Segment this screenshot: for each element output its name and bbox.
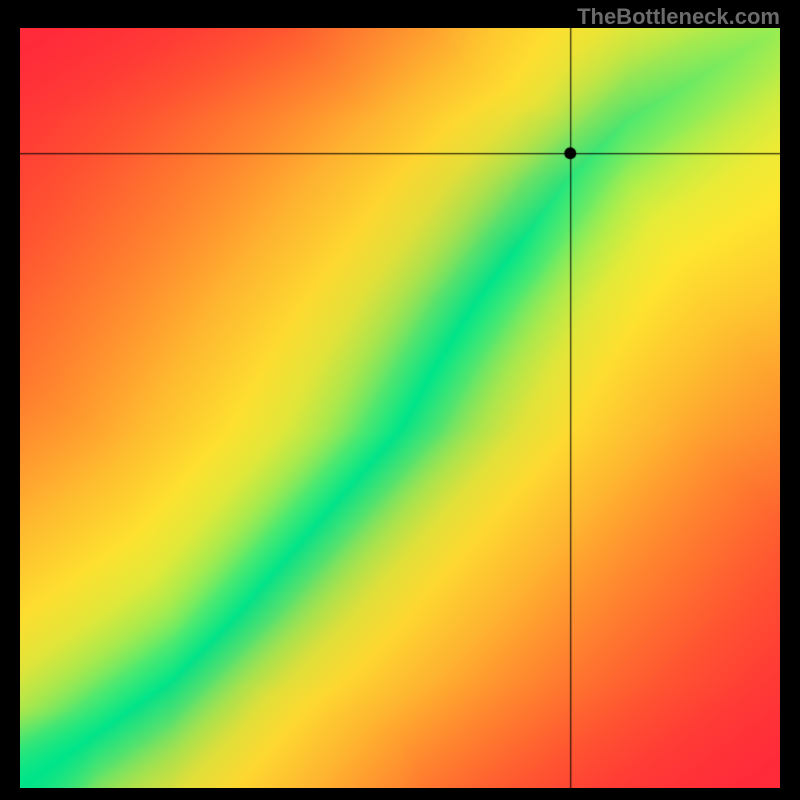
bottleneck-chart-container: TheBottleneck.com bbox=[0, 0, 800, 800]
watermark-text: TheBottleneck.com bbox=[577, 4, 780, 30]
bottleneck-heatmap-canvas bbox=[20, 28, 780, 788]
